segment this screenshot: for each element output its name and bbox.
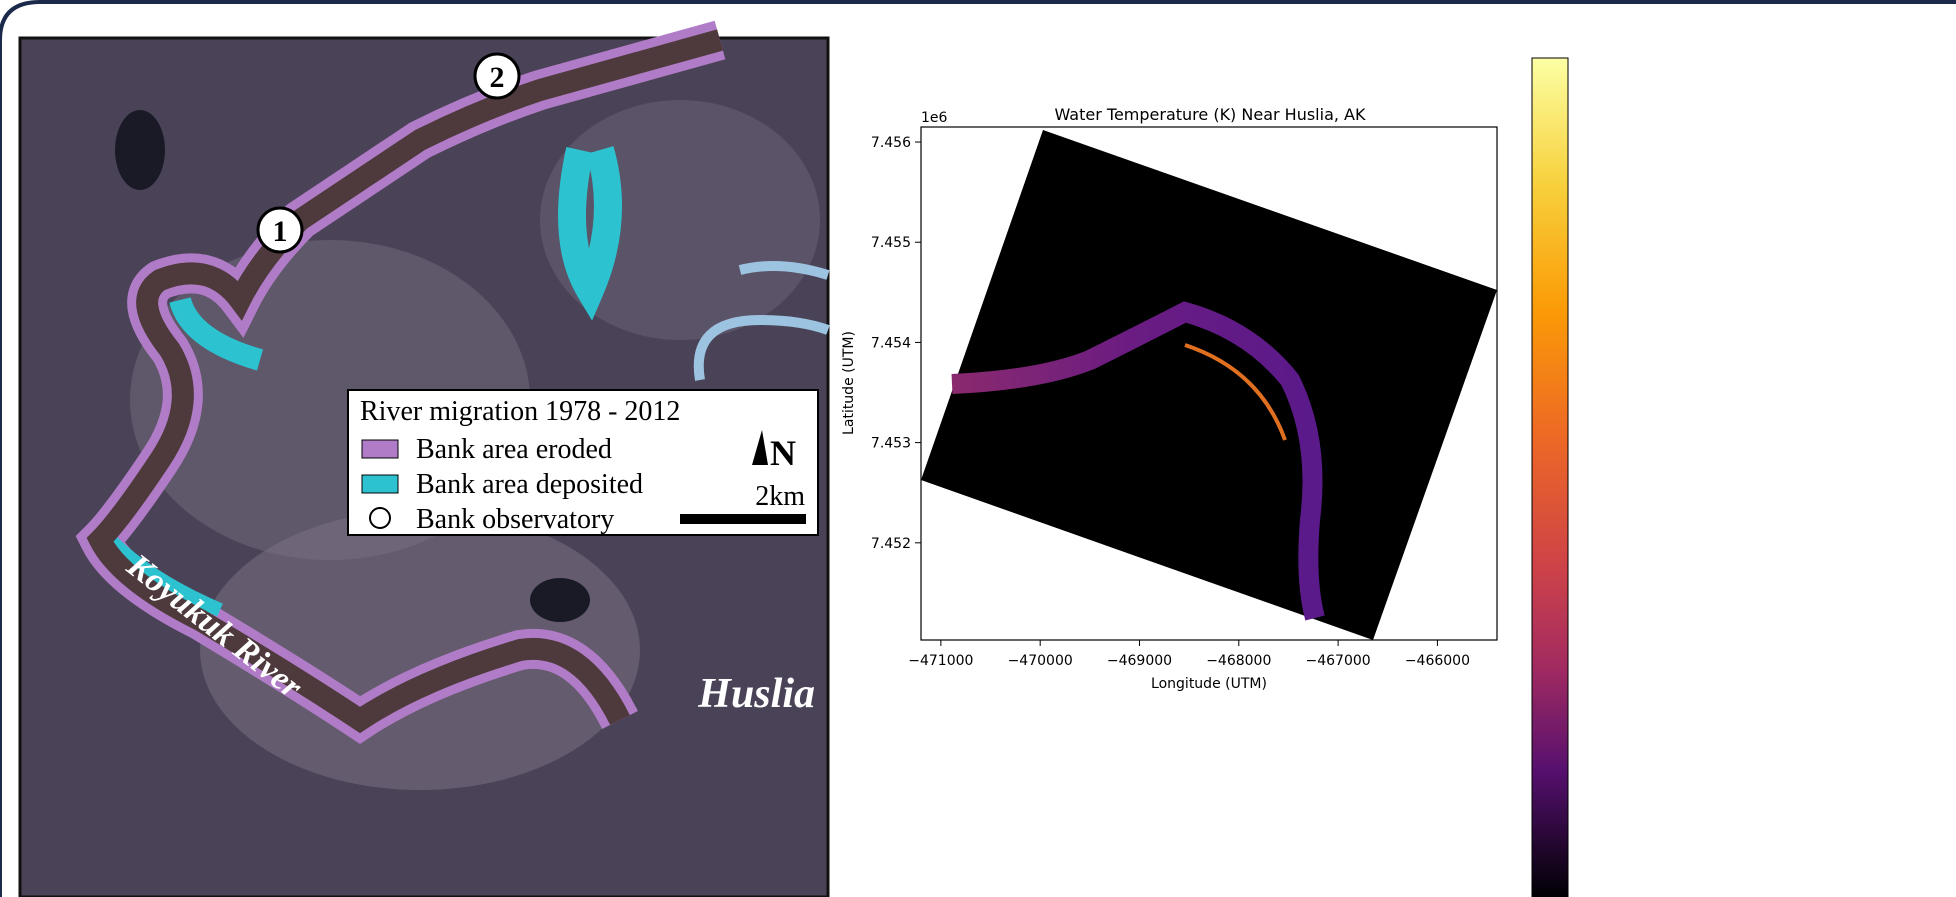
legend-title: River migration 1978 - 2012	[360, 396, 680, 427]
legend-label: Bank area deposited	[416, 469, 643, 500]
marker-label: 1	[273, 215, 288, 248]
legend-swatch	[362, 440, 398, 458]
lake	[115, 110, 165, 190]
x-tick-label: −471000	[908, 653, 973, 669]
marker-label: 2	[490, 61, 505, 94]
x-tick-label: −467000	[1306, 653, 1371, 669]
slide: 1 2 Koyukuk River Huslia River migration…	[0, 0, 1956, 897]
y-tick-label: 7.454	[871, 335, 911, 351]
x-tick-label: −466000	[1405, 653, 1470, 669]
lake	[530, 578, 590, 622]
x-tick-label: −470000	[1008, 653, 1073, 669]
chart-title: Water Temperature (K) Near Huslia, AK	[1055, 105, 1366, 124]
y-offset: 1e6	[921, 110, 948, 126]
chart: Water Temperature (K) Near Huslia, AK 1e…	[841, 58, 1568, 897]
scale-bar	[680, 514, 806, 524]
y-tick-label: 7.456	[871, 135, 911, 151]
legend-label: Bank observatory	[416, 504, 614, 535]
town-label: Huslia	[697, 671, 815, 717]
legend-swatch	[370, 508, 390, 528]
page: 1 2 Koyukuk River Huslia River migration…	[0, 0, 1956, 897]
x-axis-label: Longitude (UTM)	[1151, 676, 1267, 692]
colorbar	[1532, 58, 1568, 897]
map-panel: 1 2 Koyukuk River Huslia River migration…	[20, 38, 828, 897]
y-tick-label: 7.452	[871, 536, 911, 552]
x-tick-label: −469000	[1107, 653, 1172, 669]
legend-swatch	[362, 475, 398, 493]
y-tick-label: 7.453	[871, 436, 911, 452]
north-label: N	[770, 433, 796, 473]
scale-label: 2km	[755, 481, 805, 512]
y-tick-label: 7.455	[871, 235, 911, 251]
y-axis-label: Latitude (UTM)	[841, 331, 857, 435]
x-tick-label: −468000	[1206, 653, 1271, 669]
legend-label: Bank area eroded	[416, 434, 612, 465]
